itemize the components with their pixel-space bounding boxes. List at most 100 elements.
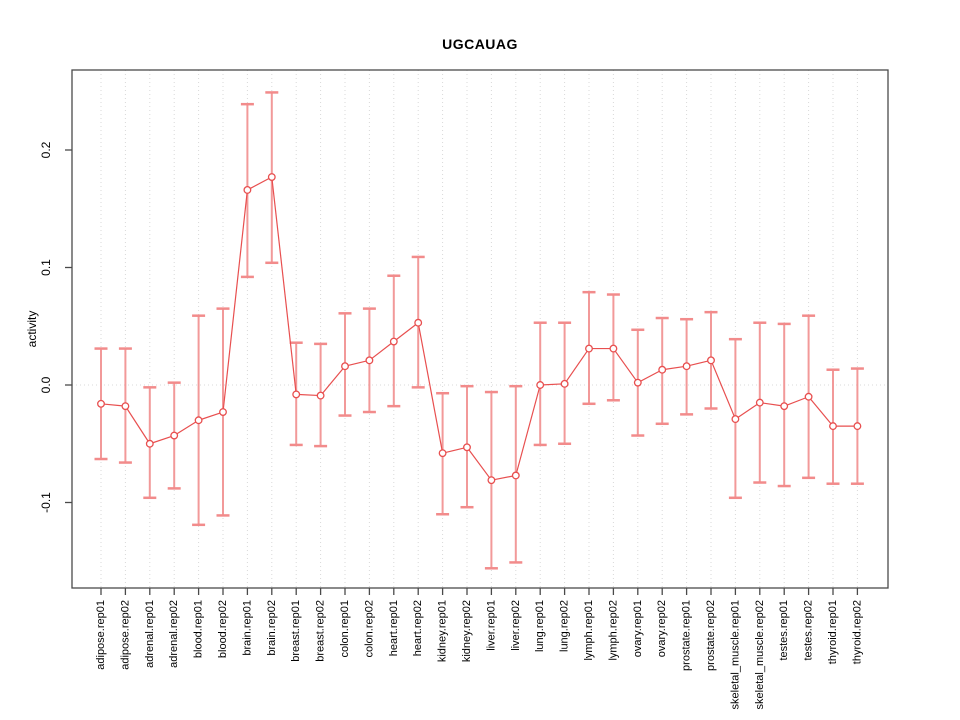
series-line-segment [612, 348, 639, 383]
series-line-segment [515, 384, 541, 476]
x-tick-label: colon.rep02 [363, 600, 375, 658]
x-tick-label: colon.rep01 [339, 600, 351, 658]
series-line-segment [564, 348, 590, 385]
x-tick-label: blood.rep01 [193, 600, 205, 658]
data-point [243, 185, 252, 194]
series-line-segment [369, 341, 395, 361]
data-point [853, 422, 862, 431]
x-tick-label: skeletal_muscle.rep02 [754, 600, 766, 709]
data-point [389, 337, 398, 346]
x-tick-label: prostate.rep01 [681, 600, 693, 671]
data-point [292, 390, 301, 399]
data-point [731, 415, 740, 424]
x-tick-label: testes.rep02 [803, 600, 815, 661]
x-tick-label: adrenal.rep01 [144, 600, 156, 668]
data-point [145, 439, 154, 448]
data-point [804, 392, 813, 401]
plot-border [71, 69, 889, 589]
data-point [97, 399, 105, 408]
series-line-segment [466, 446, 492, 481]
x-tick-label: breast.rep02 [315, 600, 327, 662]
x-tick-label: breast.rep01 [290, 600, 302, 662]
series-line-segment [271, 176, 297, 395]
data-point [316, 391, 325, 400]
data-point [341, 362, 349, 371]
x-tick-label: thyroid.rep01 [827, 600, 839, 664]
y-tick-label: 0.1 [39, 259, 53, 276]
series-line-segment [735, 402, 761, 420]
data-point [609, 344, 618, 353]
x-tick-label: liver.rep02 [510, 600, 522, 651]
data-point [438, 449, 447, 458]
series-line-segment [247, 176, 273, 191]
y-tick-label: 0.2 [39, 141, 53, 158]
data-point [121, 402, 130, 411]
series-line-segment [296, 393, 321, 397]
x-tick-label: testes.rep01 [778, 600, 790, 661]
data-point [463, 443, 471, 452]
series-line-segment [540, 383, 565, 386]
y-axis-label: activity [25, 310, 39, 348]
series-line-segment [808, 396, 834, 427]
series-line-segment [710, 360, 736, 420]
data-point [170, 431, 179, 440]
x-tick-label: heart.rep02 [412, 600, 424, 656]
series-line-segment [491, 474, 516, 481]
series-line-segment [417, 322, 444, 454]
data-point [707, 356, 715, 365]
x-tick-label: skeletal_muscle.rep01 [729, 600, 741, 709]
x-tick-label: adipose.rep01 [95, 600, 107, 670]
x-tick-label: lung.rep02 [559, 600, 571, 652]
series-line-segment [686, 359, 712, 367]
data-point [829, 422, 837, 431]
x-tick-label: heart.rep01 [388, 600, 400, 656]
x-tick-label: kidney.rep01 [437, 600, 449, 662]
x-tick-label: ovary.rep02 [656, 600, 668, 657]
series-line-segment [198, 411, 224, 421]
x-tick-label: lymph.rep01 [583, 600, 595, 661]
series-line-segment [320, 365, 346, 396]
data-point [560, 379, 569, 388]
series-line-segment [759, 402, 785, 407]
x-tick-label: blood.rep02 [217, 600, 229, 658]
x-tick-label: prostate.rep02 [705, 600, 717, 671]
series-line-segment [124, 405, 151, 445]
series-line-segment [783, 396, 809, 407]
x-tick-label: brain.rep02 [266, 600, 278, 656]
data-point [194, 416, 203, 425]
data-point [511, 471, 520, 480]
data-point [365, 356, 374, 365]
data-point [780, 402, 789, 411]
series-line-segment [344, 359, 370, 367]
x-tick-label: thyroid.rep02 [851, 600, 863, 664]
y-tick-label: -0.1 [39, 492, 53, 513]
chart-title: UGCAUAG [442, 36, 518, 52]
data-point [267, 173, 276, 181]
x-tick-label: adrenal.rep02 [168, 600, 180, 668]
series-line-segment [149, 434, 175, 445]
data-point [219, 408, 227, 416]
data-point [487, 476, 496, 485]
series-line-segment [173, 419, 199, 437]
x-tick-label: lymph.rep02 [607, 600, 619, 661]
series-line-segment [393, 322, 419, 343]
data-point [536, 381, 545, 389]
data-point [633, 378, 642, 387]
y-tick-label: 0.0 [39, 376, 53, 393]
series-line-segment [442, 446, 468, 454]
x-tick-label: brain.rep01 [241, 600, 253, 656]
x-tick-label: liver.rep01 [485, 600, 497, 651]
x-tick-label: ovary.rep01 [632, 600, 644, 657]
data-point [682, 362, 691, 371]
series-line-segment [662, 365, 687, 371]
series-line-segment [222, 189, 248, 413]
series-line-segment [100, 403, 126, 407]
x-tick-label: kidney.rep02 [461, 600, 473, 662]
data-point [585, 344, 593, 353]
x-tick-label: lung.rep01 [534, 600, 546, 652]
data-point [755, 398, 764, 407]
series-line-segment [637, 369, 663, 384]
x-tick-label: adipose.rep02 [119, 600, 131, 670]
